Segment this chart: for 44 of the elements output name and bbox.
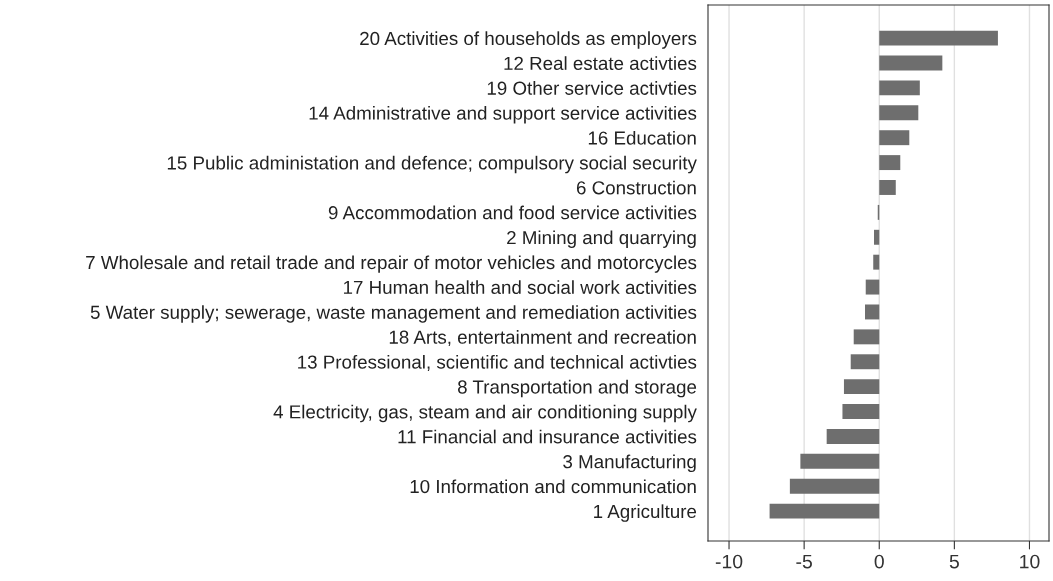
bar xyxy=(853,329,880,345)
x-tick-label: 10 xyxy=(1020,554,1040,569)
y-tick-label: 11 Financial and insurance activities xyxy=(398,429,697,444)
y-tick-label: 12 Real estate activties xyxy=(504,56,697,70)
bar xyxy=(879,105,919,121)
bar xyxy=(879,130,910,146)
bar xyxy=(826,428,880,444)
bar xyxy=(879,155,901,171)
bar xyxy=(879,180,896,195)
y-tick-label: 5 Water supply; sewerage, waste management and remediation activities xyxy=(90,305,697,323)
bar xyxy=(873,229,880,245)
y-tick-label: 17 Human health and social work activities xyxy=(343,280,697,295)
y-tick-label: 6 Construction xyxy=(576,180,696,195)
y-tick-label: 13 Professional, scientific and technical activties xyxy=(298,354,697,371)
y-tick-label: 20 Activities of households as employers xyxy=(360,31,697,49)
y-tick-label: 7 Wholesale and retail trade and repair of motor vehicles and motorcycles xyxy=(86,255,697,273)
bar xyxy=(850,354,880,370)
x-tick-label: 0 xyxy=(874,554,884,569)
bar xyxy=(864,304,880,320)
bar xyxy=(769,503,880,519)
x-tick-label: -5 xyxy=(796,554,812,569)
y-tick-label: 16 Education xyxy=(588,130,696,145)
bar xyxy=(843,379,880,395)
y-tick-label: 19 Other service activties xyxy=(487,81,697,95)
x-tick-label: 5 xyxy=(949,554,959,569)
bar xyxy=(789,478,880,494)
y-tick-label: 10 Information and communication xyxy=(410,479,696,494)
y-tick-label: 2 Mining and quarrying xyxy=(507,230,696,248)
bar xyxy=(865,279,880,295)
y-tick-label: 1 Agriculture xyxy=(594,504,697,522)
bar xyxy=(800,453,880,469)
y-tick-label: 3 Manufacturing xyxy=(563,454,696,473)
x-tick-label: -10 xyxy=(715,554,743,569)
y-tick-label: 4 Electricity, gas, steam and air conditioning supply xyxy=(273,404,697,423)
bar xyxy=(879,80,920,96)
y-tick-label: 9 Accommodation and food service activities xyxy=(328,205,697,220)
bar xyxy=(879,55,943,71)
y-tick-label: 8 Transportation and storage xyxy=(457,379,697,398)
bar xyxy=(873,254,880,270)
y-tick-label: 15 Public administation and defence; compulsory social security xyxy=(167,155,697,174)
y-tick-label: 18 Arts, entertainment and recreation xyxy=(389,330,696,347)
bar xyxy=(842,404,880,420)
y-tick-label: 14 Administrative and support service activities xyxy=(309,106,697,124)
bar xyxy=(879,30,998,46)
